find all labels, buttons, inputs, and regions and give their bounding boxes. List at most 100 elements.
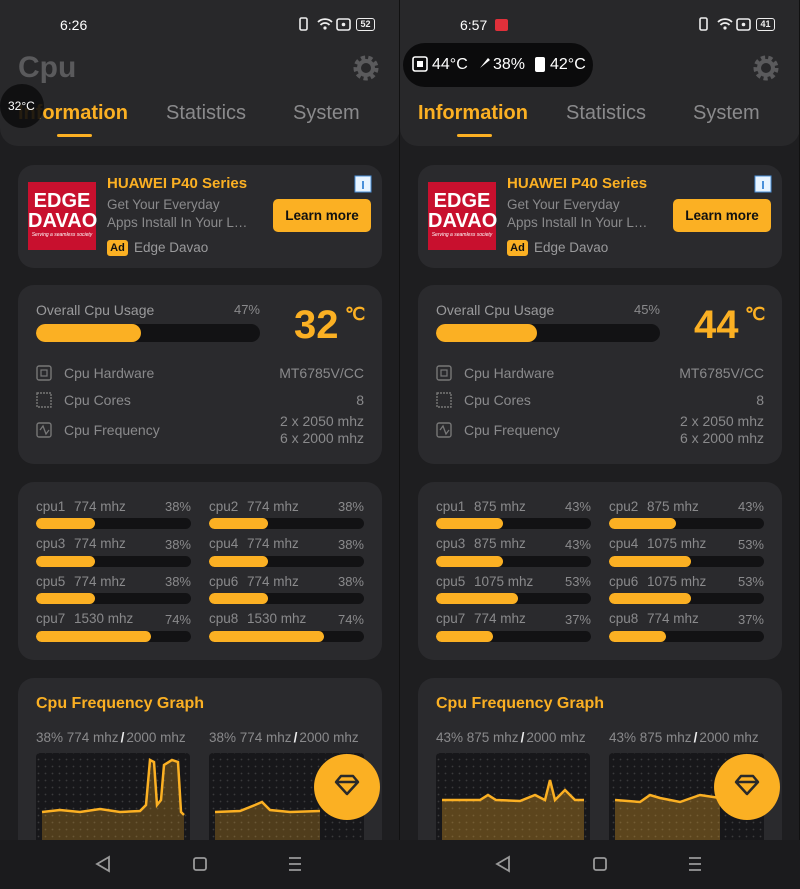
battery: 52 [356,18,375,31]
tab-indicator [57,134,92,137]
logo-text: DAVAO [28,210,98,232]
core-percent: 53% [737,574,764,590]
core-bar [36,630,151,642]
overlay-stat: 42°C [550,56,586,74]
core-track [609,630,764,642]
core-percent: 38% [337,574,364,590]
graph-max: 2000 mhz [299,730,359,745]
graph-separator: / [520,730,525,745]
graph-separator: / [120,730,125,745]
core-frequency: 1530 mhz [247,611,307,627]
usage-bar [36,324,142,342]
graph-separator: / [293,730,298,745]
core-name: cpu1 [436,498,466,514]
core-bar [436,555,503,567]
hardware-value: MT6785V/CC [279,364,364,381]
battery-level: 41 [760,19,771,29]
core-name: cpu3 [36,536,66,552]
logo-text: DAVAO [428,210,498,232]
logo-tagline: Serving a seamless society [31,232,93,238]
core-frequency: 774 mhz [247,573,299,589]
core-name: cpu4 [609,536,639,552]
overlay-stat: 44°C [432,56,468,74]
usage-label: Overall Cpu Usage [436,301,555,318]
ad-title: HUAWEI P40 Series [507,175,648,192]
core-percent: 37% [564,611,591,627]
core-track [436,630,591,642]
core-percent: 38% [164,499,191,515]
battery-level: 52 [360,19,371,29]
tab[interactable]: System [293,102,360,124]
core-percent: 38% [337,536,364,552]
tab[interactable]: Statistics [166,102,247,124]
core-bar [609,518,676,529]
core-bar [436,593,519,604]
core-percent: 38% [337,499,364,515]
core-name: cpu6 [209,573,239,589]
core-frequency: 774 mhz [647,611,699,627]
core-frequency: 774 mhz [74,573,126,589]
hardware-label: Cpu Frequency [64,421,160,438]
core-bar [209,593,268,604]
core-percent: 43% [737,499,764,515]
learn-more-button[interactable]: Learn more [673,199,771,232]
core-track [209,593,364,604]
tab[interactable]: System [693,102,760,124]
core-percent: 38% [164,574,191,590]
usage-track [36,324,260,342]
core-track [436,593,591,604]
hardware-value: 6 x 2000 mhz [679,430,764,447]
logo-text: EDGE [433,190,491,212]
core-bar [36,593,95,604]
usage-track [436,324,660,342]
core-name: cpu7 [436,611,466,627]
graph-max: 2000 mhz [126,730,186,745]
core-frequency: 774 mhz [247,536,299,552]
ad-badge: Ad [507,240,528,256]
core-percent: 38% [164,536,191,552]
status-time: 6:57 [460,16,488,33]
core-name: cpu1 [36,498,66,514]
ad-logo: EDGE DAVAO Serving a seamless society [28,182,98,250]
core-frequency: 774 mhz [74,498,126,514]
graph-max: 2000 mhz [699,730,759,745]
ad-badge: Ad [107,240,128,256]
core-track [36,630,191,642]
core-bar [36,555,95,567]
core-track [609,518,764,529]
ad-advertiser: Edge Davao [134,239,209,255]
graph-current: 38% 774 mhz [209,730,292,745]
hardware-label: Cpu Cores [64,391,131,408]
core-track [609,555,764,567]
hardware-value: MT6785V/CC [679,364,764,381]
core-percent: 43% [564,499,591,515]
graph-label: 38% 774 mhz/2000 mhz [209,730,359,746]
core-percent: 74% [337,611,364,627]
logo-text: EDGE [33,190,91,212]
usage-label: Overall Cpu Usage [36,301,155,318]
core-name: cpu5 [436,573,466,589]
core-bar [436,630,494,642]
temp-overlay: 32°C [8,98,35,113]
core-track [209,518,364,529]
hardware-value: 8 [756,391,764,408]
learn-more-button[interactable]: Learn more [273,199,371,232]
logo-tagline: Serving a seamless society [431,232,493,238]
core-percent: 74% [164,611,191,627]
graph-current: 43% 875 mhz [609,730,692,745]
overlay-stat: 38% [493,56,526,74]
core-track [436,555,591,567]
ad-advertiser: Edge Davao [534,239,609,255]
graph-separator: / [693,730,698,745]
ad-title: HUAWEI P40 Series [107,175,248,192]
tab[interactable]: Statistics [566,102,647,124]
tab[interactable]: Information [418,102,528,124]
hardware-label: Cpu Hardware [464,364,555,381]
tab-indicator [457,134,492,137]
hardware-value: 2 x 2050 mhz [679,413,764,430]
graph-current: 43% 875 mhz [436,730,519,745]
ad-logo: EDGE DAVAO Serving a seamless society [428,182,498,250]
hardware-value: 6 x 2000 mhz [279,430,364,447]
core-bar [36,518,95,529]
core-frequency: 1075 mhz [647,536,707,552]
